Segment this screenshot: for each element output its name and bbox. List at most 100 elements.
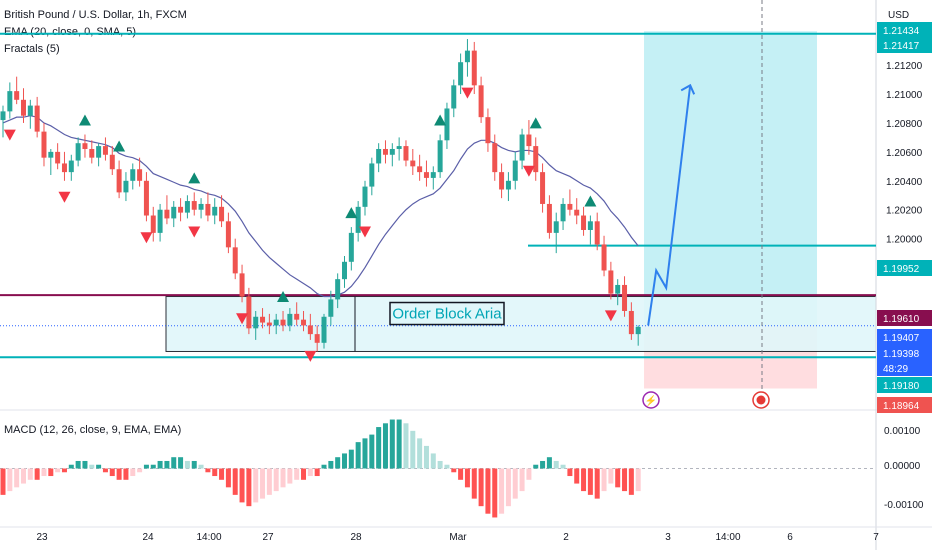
- fractal-down-marker: [604, 310, 617, 322]
- target-zone: [644, 31, 817, 326]
- candle-body: [369, 163, 375, 187]
- price-tag: [877, 377, 932, 393]
- ema-legend[interactable]: EMA (20, close, 0, SMA, 5): [4, 26, 137, 38]
- macd-histogram-bar: [273, 468, 279, 492]
- candle-body: [273, 319, 279, 326]
- countdown-label: 48:29: [883, 364, 908, 375]
- projection-arrowhead: [680, 83, 696, 95]
- fractal-up-marker: [434, 114, 447, 126]
- macd-histogram-bar: [143, 464, 149, 469]
- price-tag: [877, 345, 932, 361]
- macd-histogram-bar: [157, 460, 163, 469]
- candle-body: [266, 322, 272, 326]
- macd-histogram-bar: [314, 468, 320, 477]
- candle-body: [239, 273, 245, 297]
- macd-histogram-bar: [301, 468, 307, 480]
- candle-body: [560, 203, 566, 222]
- price-tag-label: 1.19180: [883, 381, 920, 392]
- candle-body: [7, 91, 13, 112]
- candle-body: [396, 146, 402, 149]
- macd-histogram-bar: [82, 460, 88, 469]
- candle-body: [96, 146, 102, 158]
- candle-body: [389, 148, 395, 155]
- candle-body: [150, 215, 156, 233]
- price-tag-label: 1.19610: [883, 314, 920, 325]
- macd-histogram-bar: [430, 453, 436, 469]
- macd-histogram-bar: [581, 468, 587, 492]
- macd-histogram-bar: [396, 419, 402, 469]
- candle-body: [430, 172, 436, 178]
- candle-body: [225, 221, 231, 248]
- candle-body: [546, 203, 552, 233]
- macd-histogram-bar: [0, 468, 6, 495]
- price-tag-label: 1.18964: [883, 401, 920, 412]
- candle-body: [123, 180, 129, 193]
- candle-body: [191, 201, 197, 210]
- candle-body: [34, 105, 40, 132]
- macd-histogram-bar: [89, 464, 95, 469]
- candle-body: [205, 203, 211, 216]
- macd-histogram-bar: [246, 468, 252, 507]
- macd-histogram-bar: [574, 468, 580, 484]
- macd-histogram-bar: [96, 464, 102, 469]
- candle-body: [437, 140, 443, 173]
- fractal-down-marker: [188, 226, 201, 238]
- candle-body: [587, 221, 593, 230]
- candle-body: [137, 169, 143, 181]
- macd-histogram-bar: [553, 460, 559, 469]
- fractal-up-marker: [78, 114, 91, 126]
- candle-body: [499, 172, 505, 190]
- candle-body: [362, 186, 368, 207]
- candle-body: [615, 284, 621, 294]
- macd-histogram-bar: [519, 468, 525, 492]
- ema-20-line: [2, 115, 639, 298]
- candle-body: [581, 215, 587, 230]
- candle-body: [164, 209, 170, 219]
- time-tick-label: 14:00: [715, 532, 740, 543]
- macd-histogram-bar: [123, 468, 129, 480]
- macd-histogram-bar: [362, 438, 368, 469]
- price-tag: [877, 260, 932, 276]
- fractals-legend[interactable]: Fractals (5): [4, 43, 60, 55]
- macd-histogram-bar: [137, 468, 143, 473]
- candle-body: [574, 209, 580, 216]
- fractal-up-marker: [529, 117, 542, 129]
- fractal-up-marker: [584, 195, 597, 207]
- macd-histogram-bar: [526, 468, 532, 480]
- macd-histogram-bar: [492, 468, 498, 518]
- macd-histogram-bar: [608, 468, 614, 484]
- macd-histogram-bar: [253, 468, 259, 503]
- price-tag: [877, 329, 932, 345]
- currency-label: USD: [888, 10, 909, 21]
- price-tag-label: 1.19407: [883, 333, 920, 344]
- fractal-down-marker: [3, 129, 16, 141]
- candle-body: [0, 111, 6, 121]
- macd-histogram-bar: [130, 468, 136, 477]
- candle-body: [553, 221, 559, 233]
- candle-body: [608, 270, 614, 294]
- order-block-label: Order Block Aria: [392, 306, 502, 323]
- macd-histogram-bar: [61, 468, 67, 473]
- price-tick-label: 1.20800: [886, 119, 923, 130]
- macd-histogram-bar: [27, 468, 33, 480]
- macd-histogram-bar: [615, 468, 621, 488]
- candle-body: [464, 50, 470, 63]
- candle-body: [485, 117, 491, 144]
- macd-histogram-bar: [7, 468, 13, 492]
- symbol-legend[interactable]: British Pound / U.S. Dollar, 1h, FXCM: [4, 9, 187, 21]
- macd-histogram-bar: [150, 464, 156, 469]
- price-tag: [877, 397, 932, 413]
- fractal-up-marker: [345, 207, 358, 219]
- candle-body: [75, 143, 81, 161]
- macd-histogram-bar: [348, 449, 354, 469]
- macd-histogram-bar: [628, 468, 634, 495]
- price-tick-label: 1.20600: [886, 148, 923, 159]
- candle-body: [294, 313, 300, 320]
- candle-body: [157, 209, 163, 233]
- macd-histogram-bar: [184, 460, 190, 469]
- macd-histogram-bar: [198, 464, 204, 469]
- macd-histogram-bar: [546, 457, 552, 469]
- macd-legend[interactable]: MACD (12, 26, close, 9, EMA, EMA): [4, 424, 182, 436]
- macd-histogram-bar: [355, 442, 361, 469]
